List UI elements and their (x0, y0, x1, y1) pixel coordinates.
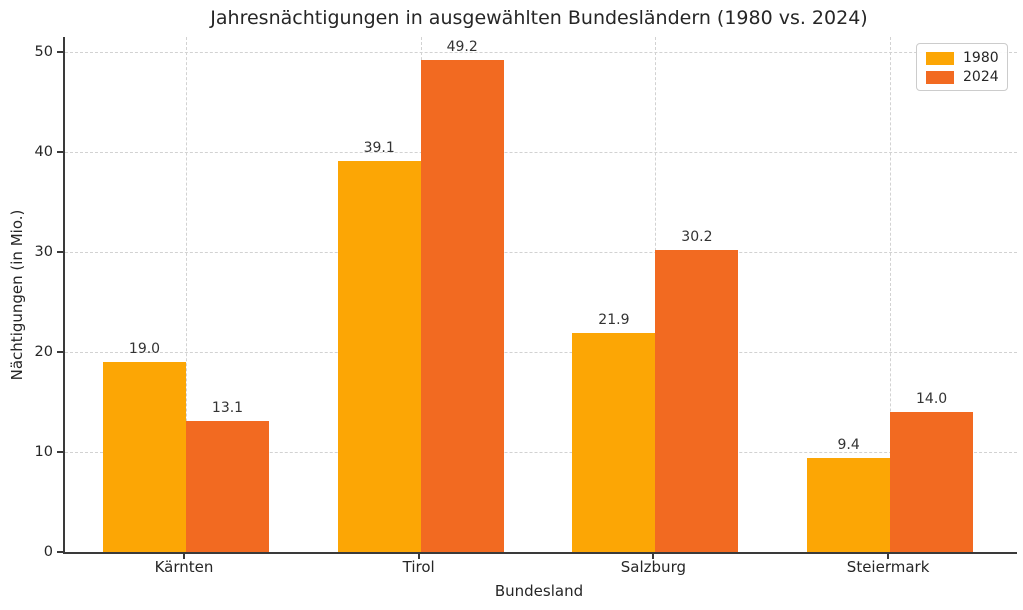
bar-value-label: 30.2 (681, 229, 713, 245)
y-tick-label: 30 (34, 244, 53, 260)
legend-label-2024: 2024 (963, 69, 999, 85)
bar-value-label: 13.1 (211, 400, 244, 416)
x-tick-label: Steiermark (846, 558, 930, 576)
chart-title: Jahresnächtigungen in ausgewählten Bunde… (210, 7, 868, 29)
bar-value-label: 9.4 (837, 437, 860, 453)
x-tick-label: Kärnten (154, 558, 214, 576)
x-axis-label: Bundesland (494, 582, 584, 600)
x-tick-label: Salzburg (620, 558, 686, 576)
bar-1980-Salzburg (572, 333, 656, 552)
y-tick-mark (57, 551, 63, 553)
bar-value-label: 21.9 (598, 312, 630, 328)
vertical-gridline (186, 37, 187, 552)
x-tick-mark (417, 554, 420, 559)
y-tick-mark (57, 51, 63, 53)
bar-2024-Steiermark (890, 412, 974, 552)
y-tick-mark (57, 251, 63, 253)
bar-value-label: 39.1 (363, 140, 395, 156)
bar-2024-Tirol (420, 60, 504, 552)
y-tick-label: 20 (34, 344, 53, 360)
y-tick-mark (57, 151, 63, 153)
horizontal-gridline (65, 152, 1017, 153)
bar-2024-Salzburg (655, 250, 739, 552)
x-tick-mark (183, 554, 185, 559)
bar-1980-Kärnten (103, 362, 186, 552)
plot-area: 19.0 39.1 21.9 9.4 13.1 49.2 30.2 14.0 (63, 37, 1017, 554)
y-tick-mark (57, 351, 63, 353)
bar-2024-Kärnten (186, 421, 269, 552)
y-tick-label: 40 (34, 144, 53, 160)
legend-label-1980: 1980 (963, 50, 999, 66)
legend-row-2024: 2024 (926, 69, 999, 85)
bar-value-label: 19.0 (128, 341, 161, 357)
horizontal-gridline (65, 52, 1017, 53)
vertical-gridline (890, 37, 892, 552)
x-tick-mark (887, 554, 890, 559)
bar-value-label: 14.0 (916, 391, 948, 407)
x-tick-label: Tirol (402, 558, 435, 576)
legend-row-1980: 1980 (926, 50, 999, 66)
legend-swatch-1980 (926, 51, 954, 65)
y-tick-mark (57, 451, 63, 453)
bar-1980-Steiermark (807, 458, 891, 552)
horizontal-gridline (65, 452, 1017, 453)
horizontal-gridline (65, 352, 1017, 353)
x-tick-mark (652, 554, 655, 559)
bar-1980-Tirol (337, 161, 421, 552)
legend: 1980 2024 (916, 43, 1008, 91)
y-tick-label: 50 (34, 44, 53, 60)
legend-swatch-2024 (926, 70, 954, 84)
bar-value-label: 49.2 (446, 39, 478, 55)
y-tick-label: 10 (34, 444, 53, 460)
horizontal-gridline (65, 252, 1017, 253)
y-tick-label: 0 (43, 544, 53, 560)
